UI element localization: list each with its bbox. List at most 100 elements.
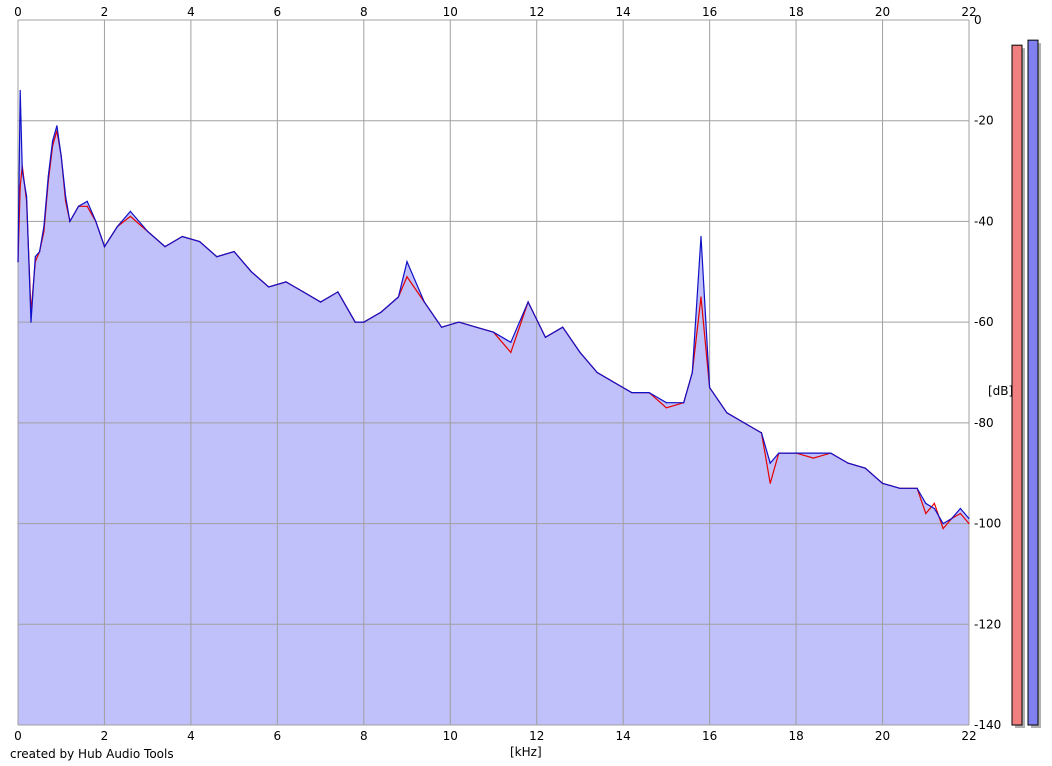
x-tick-label-bottom: 12: [529, 729, 544, 743]
data-point-right: [778, 452, 780, 454]
data-point-right: [847, 462, 849, 464]
data-point-right: [363, 321, 365, 323]
data-point-right: [43, 225, 45, 228]
data-point-left: [406, 276, 408, 278]
y-tick-label: -80: [974, 416, 994, 430]
data-point-right: [302, 291, 304, 293]
series-layer: [17, 89, 970, 530]
data-point-left: [19, 185, 21, 187]
data-point-right: [52, 140, 54, 142]
x-tick-label-bottom: 20: [875, 729, 890, 743]
data-point-right: [441, 326, 443, 328]
data-point-right: [39, 251, 41, 253]
data-point-right: [116, 225, 118, 228]
data-point-right: [65, 195, 67, 197]
x-tick-label-top: 14: [616, 5, 631, 19]
data-point-right: [95, 220, 97, 222]
data-point-left: [968, 523, 970, 525]
x-tick-label-top: 4: [187, 5, 195, 19]
level-meters: [1011, 39, 1041, 728]
data-point-right: [406, 261, 408, 263]
data-point-left: [86, 205, 88, 207]
x-tick-label-top: 18: [788, 5, 803, 19]
data-point-right: [864, 467, 866, 469]
data-point-right: [760, 432, 763, 434]
y-tick-label: -100: [974, 517, 1001, 531]
x-tick-label-top: 20: [875, 5, 890, 19]
data-point-right: [26, 195, 28, 197]
data-point-right: [492, 331, 495, 333]
data-point-left: [925, 512, 927, 515]
x-tick-label-bottom: 4: [187, 729, 195, 743]
data-point-right: [103, 246, 106, 248]
data-point-left: [812, 457, 815, 459]
x-tick-label-bottom: 2: [101, 729, 109, 743]
data-point-right: [77, 205, 80, 207]
data-point-left: [769, 482, 771, 484]
y-tick-label: -120: [974, 617, 1001, 631]
data-point-right: [181, 235, 183, 238]
data-point-right: [527, 301, 529, 303]
data-point-right: [250, 271, 252, 273]
x-tick-label-top: 10: [443, 5, 458, 19]
data-point-right: [795, 452, 797, 454]
data-point-right: [544, 336, 547, 338]
y-tick-label: 0: [974, 13, 982, 27]
data-point-right: [631, 392, 633, 394]
data-point-right: [769, 462, 771, 464]
x-tick-label-bottom: 6: [274, 729, 282, 743]
data-point-right: [285, 281, 287, 283]
data-point-left: [933, 502, 936, 504]
y-tick-label: -60: [974, 315, 994, 329]
grid-lines: [17, 19, 970, 726]
data-point-right: [129, 210, 131, 212]
y-tick-label: -40: [974, 214, 994, 228]
x-tick-labels-top: 0 2 4 6 8 10 12 14 16 18 20 22: [14, 5, 976, 19]
data-point-right: [164, 246, 166, 248]
data-point-right: [30, 321, 32, 323]
data-point-right: [648, 392, 650, 394]
data-point-right: [19, 89, 21, 92]
data-point-right: [613, 382, 616, 384]
level-meter-left: [1011, 44, 1023, 726]
x-tick-label-bottom: 8: [360, 729, 368, 743]
data-point-right: [942, 523, 944, 525]
data-point-right: [709, 387, 711, 389]
data-point-right: [147, 230, 149, 233]
data-point-right: [596, 371, 598, 374]
y-tick-label: -140: [974, 718, 1001, 732]
data-point-left: [959, 512, 962, 515]
data-point-right: [21, 170, 23, 172]
credit-text: created by Hub Audio Tools: [10, 747, 174, 761]
data-point-right: [380, 311, 382, 313]
data-point-right: [354, 321, 356, 323]
x-tick-label-top: 12: [529, 5, 544, 19]
data-point-right: [60, 155, 62, 157]
x-tick-label-top: 16: [702, 5, 717, 19]
data-point-right: [968, 517, 970, 520]
x-tick-label-bottom: 16: [702, 729, 717, 743]
data-point-right: [458, 321, 460, 323]
data-point-right: [475, 326, 477, 328]
y-tick-labels: 0 -20 -40 -60 -80 -100 -120 -140: [974, 13, 1001, 732]
data-point-right: [337, 291, 339, 293]
data-point-right: [397, 296, 399, 298]
y-axis-label: [dB]: [988, 384, 1013, 398]
data-point-right: [812, 452, 815, 454]
data-point-right: [268, 286, 270, 288]
x-tick-label-top: 22: [961, 5, 976, 19]
data-point-left: [942, 528, 944, 530]
data-point-right: [933, 507, 936, 510]
data-point-right: [916, 487, 918, 489]
y-tick-label: -20: [974, 114, 994, 128]
x-axis-label: [kHz]: [510, 745, 542, 759]
data-point-right: [951, 517, 953, 520]
data-point-right: [56, 125, 58, 127]
data-point-right: [579, 351, 581, 353]
data-point-right: [69, 220, 71, 222]
data-point-right: [562, 326, 564, 328]
data-point-right: [665, 402, 668, 404]
data-point-right: [199, 241, 201, 243]
x-tick-label-bottom: 22: [961, 729, 976, 743]
x-tick-label-top: 2: [101, 5, 109, 19]
